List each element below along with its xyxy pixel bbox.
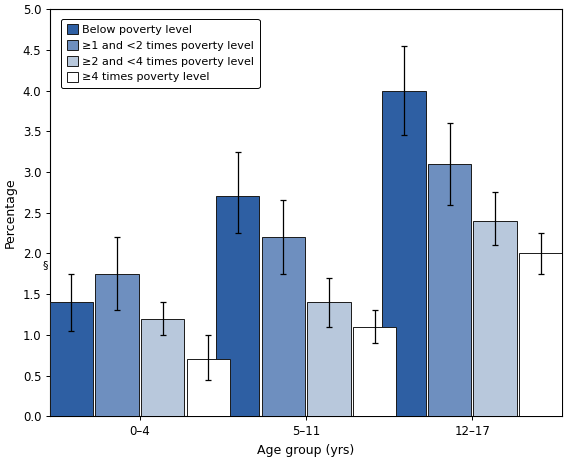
Bar bbox=[382, 90, 426, 416]
Bar bbox=[261, 237, 305, 416]
Bar bbox=[50, 302, 93, 416]
Bar bbox=[473, 221, 517, 416]
Bar bbox=[428, 164, 471, 416]
Bar bbox=[353, 327, 396, 416]
Bar bbox=[307, 302, 351, 416]
Bar bbox=[187, 359, 230, 416]
X-axis label: Age group (yrs): Age group (yrs) bbox=[258, 444, 355, 457]
Bar bbox=[95, 274, 139, 416]
Bar bbox=[519, 254, 563, 416]
Bar bbox=[216, 196, 259, 416]
Bar bbox=[141, 319, 185, 416]
Text: §: § bbox=[42, 260, 48, 271]
Y-axis label: Percentage: Percentage bbox=[4, 177, 17, 248]
Legend: Below poverty level, ≥1 and <2 times poverty level, ≥2 and <4 times poverty leve: Below poverty level, ≥1 and <2 times pov… bbox=[61, 19, 260, 88]
